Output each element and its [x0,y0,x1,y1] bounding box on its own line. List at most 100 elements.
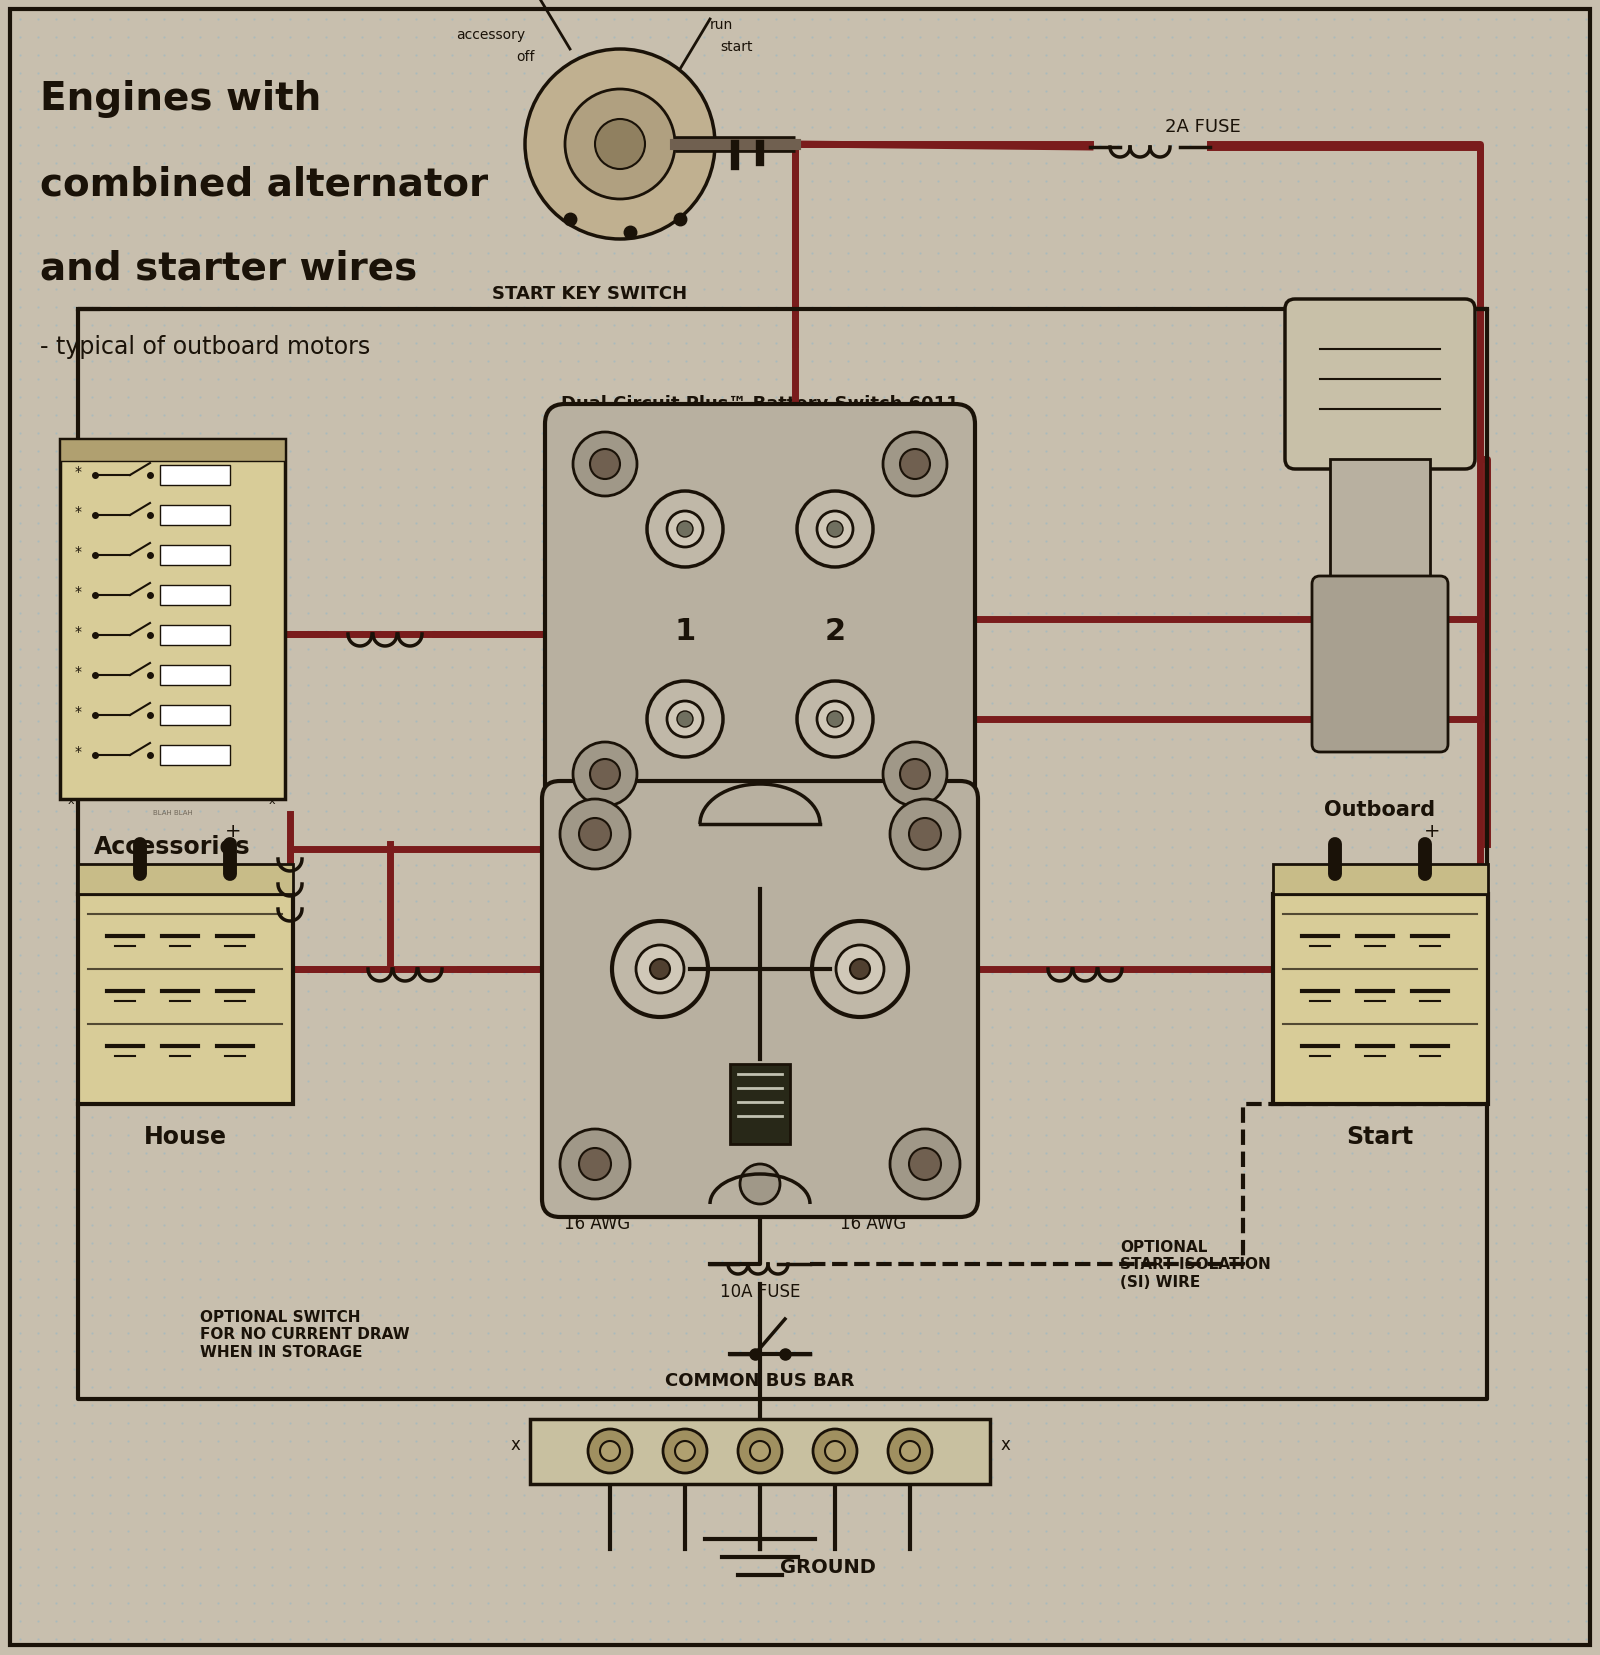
Text: Included in Mini Add-A-Battery kit,: Included in Mini Add-A-Battery kit, [619,427,901,445]
Circle shape [835,945,883,993]
Text: +: + [1424,821,1440,841]
FancyBboxPatch shape [546,405,974,834]
Text: *: * [75,745,82,758]
Text: +: + [224,821,242,841]
Text: *: * [75,705,82,718]
Bar [730,1064,790,1144]
Circle shape [565,89,675,200]
FancyBboxPatch shape [542,781,978,1218]
Text: OPTIONAL
START ISOLATION
(SI) WIRE: OPTIONAL START ISOLATION (SI) WIRE [1120,1240,1270,1289]
Text: *: * [75,665,82,679]
Circle shape [579,819,611,851]
Circle shape [899,450,930,480]
Bar [160,665,230,685]
Bar [160,586,230,606]
Circle shape [650,960,670,980]
Circle shape [813,1430,858,1473]
Text: *: * [75,465,82,478]
Bar [1330,460,1430,589]
Text: 16 AWG: 16 AWG [563,1215,630,1233]
Text: BLAH BLAH: BLAH BLAH [152,809,192,816]
Text: start: start [720,40,752,55]
Text: x: x [1000,1435,1010,1453]
Text: x: x [510,1435,520,1453]
Circle shape [637,945,685,993]
FancyBboxPatch shape [1312,576,1448,753]
Circle shape [560,1129,630,1200]
Circle shape [525,50,715,240]
Circle shape [590,450,621,480]
Circle shape [590,760,621,789]
Circle shape [646,682,723,758]
Circle shape [818,511,853,548]
Text: x: x [269,796,275,806]
Bar [160,506,230,526]
Bar [78,864,293,894]
Circle shape [826,1442,845,1461]
Text: Engines with: Engines with [40,79,322,118]
Bar [160,546,230,566]
Circle shape [899,760,930,789]
Text: 16 AWG: 16 AWG [840,1215,906,1233]
Text: 2A FUSE: 2A FUSE [1165,118,1240,136]
Text: m-ACR 7601: m-ACR 7601 [693,834,827,854]
Circle shape [677,712,693,728]
Circle shape [750,1442,770,1461]
Text: *: * [75,584,82,599]
Circle shape [909,819,941,851]
Circle shape [739,1165,781,1205]
Circle shape [589,1430,632,1473]
Circle shape [595,119,645,170]
Circle shape [909,1149,941,1180]
Text: Dual Circuit Plus™ Battery Switch 6011: Dual Circuit Plus™ Battery Switch 6011 [562,396,958,412]
Text: run: run [710,18,733,31]
Text: combined alternator: combined alternator [40,166,488,204]
Bar [530,1418,990,1485]
Bar [1274,864,1488,894]
FancyBboxPatch shape [1285,300,1475,470]
Text: off: off [517,50,534,65]
Text: 10A FUSE: 10A FUSE [720,1283,800,1301]
Circle shape [818,702,853,738]
Text: Start: Start [1347,1124,1413,1149]
Bar [78,894,293,1104]
Text: 1: 1 [674,617,696,645]
Circle shape [797,492,874,568]
Text: *: * [75,505,82,518]
Text: OPTIONAL SWITCH
FOR NO CURRENT DRAW
WHEN IN STORAGE: OPTIONAL SWITCH FOR NO CURRENT DRAW WHEN… [200,1309,410,1359]
Text: Accessories: Accessories [94,834,251,859]
Circle shape [883,432,947,496]
Circle shape [888,1430,931,1473]
Circle shape [662,1430,707,1473]
Text: recommended for 7601 m-ACR: recommended for 7601 m-ACR [632,460,888,478]
Text: *: * [75,544,82,559]
Circle shape [890,799,960,869]
Text: GROUND: GROUND [781,1557,875,1577]
Circle shape [675,1442,694,1461]
Bar [160,626,230,645]
Circle shape [600,1442,621,1461]
Circle shape [667,511,702,548]
Circle shape [579,1149,611,1180]
Circle shape [646,492,723,568]
Circle shape [667,702,702,738]
Text: START KEY SWITCH: START KEY SWITCH [493,285,688,303]
Text: *: * [75,624,82,639]
Bar [160,705,230,725]
Circle shape [850,960,870,980]
Text: and starter wires: and starter wires [40,250,418,288]
Bar [61,440,285,799]
Circle shape [611,922,707,1018]
Text: COMMON BUS BAR: COMMON BUS BAR [666,1372,854,1389]
Circle shape [883,743,947,806]
Circle shape [677,521,693,538]
Bar [160,745,230,766]
Bar [160,465,230,485]
Circle shape [813,922,909,1018]
Text: House: House [144,1124,227,1149]
Text: x: x [67,796,75,806]
Text: Outboard: Outboard [1325,799,1435,819]
Bar [1274,894,1488,1104]
Circle shape [738,1430,782,1473]
Circle shape [827,712,843,728]
